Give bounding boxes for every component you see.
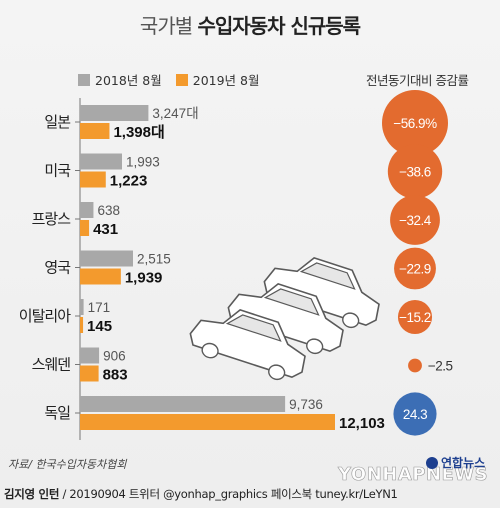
change-rate-title: 전년동기대비 증감률: [366, 73, 469, 88]
value-label-2019: 431: [93, 221, 118, 238]
change-rate-bubble: [382, 90, 448, 156]
value-label-2019: 1,223: [110, 173, 148, 190]
change-rate-bubble: [387, 144, 443, 199]
category-label: 프랑스: [32, 210, 72, 228]
value-label-2018: 171: [88, 300, 111, 315]
value-label-2019: 12,103: [339, 415, 385, 432]
watermark-text: YONHAPNEWS: [338, 464, 489, 486]
category-label: 스웨덴: [32, 356, 71, 374]
bar-2019: [80, 220, 90, 236]
value-label-2018: 638: [97, 203, 120, 218]
legend-label-2019: 2019년 8월: [192, 73, 260, 88]
chart-title: 국가별 수입자동차 신규등록: [0, 10, 500, 39]
change-rate-bubble: [393, 392, 437, 436]
change-rate-label: −38.6: [399, 165, 431, 180]
change-rate-label: −2.5: [428, 359, 453, 374]
bar-2018: [80, 202, 94, 218]
bar-2018: [80, 250, 133, 267]
change-rate-bubble: [394, 247, 436, 290]
bar-2018: [80, 396, 286, 412]
value-label-2018: 906: [103, 349, 126, 364]
value-label-2019: 145: [87, 318, 112, 335]
change-rate-label: −56.9%: [393, 116, 437, 131]
source-note: 자료/ 한국수입자동차협회: [8, 458, 127, 471]
value-label-2018: 3,247대: [152, 106, 198, 121]
category-label: 독일: [44, 404, 70, 422]
category-label: 이탈리아: [19, 307, 71, 325]
car-illustration: [189, 257, 380, 381]
value-label-2018: 2,515: [137, 252, 171, 267]
credit-line: / 20190904 트위터 @yonhap_graphics 페이스북 tun…: [59, 487, 398, 501]
legend-swatch-2019: [175, 73, 188, 86]
change-rate-label: 24.3: [403, 407, 427, 422]
category-label: 영국: [44, 259, 71, 277]
change-rate-bubble: [390, 195, 440, 245]
value-label-2019: 1,398대: [113, 124, 164, 141]
change-rate-bubble: [397, 299, 433, 335]
bar-2019: [80, 414, 335, 430]
legend-item-2019: 2019년 8월: [175, 70, 260, 89]
brand-name: 연합뉴스: [441, 456, 486, 470]
bar-2019: [80, 171, 106, 188]
change-rate-label: −32.4: [399, 213, 432, 228]
change-rate-bubble: [408, 358, 422, 373]
bar-2019: [80, 365, 99, 382]
bar-2018: [80, 105, 149, 121]
legend-swatch-2018: [78, 73, 90, 86]
change-rate-label: −22.9: [399, 262, 431, 277]
author: 김지영 인턴: [4, 487, 60, 501]
value-label-2019: 1,939: [125, 270, 163, 287]
value-label-2018: 9,736: [289, 397, 323, 412]
bar-2019: [80, 317, 84, 333]
bar-2018: [80, 347, 100, 364]
legend-label-2018: 2018년 8월: [95, 73, 162, 88]
car-icon: [189, 309, 306, 381]
car-icon: [263, 257, 380, 329]
footer-credit: 김지영 인턴 / 20190904 트위터 @yonhap_graphics 페…: [4, 486, 398, 502]
brand-icon: [426, 456, 438, 469]
category-label: 일본: [44, 113, 70, 131]
legend: 2018년 8월 2019년 8월: [78, 70, 260, 89]
value-label-2018: 1,993: [126, 155, 160, 170]
bar-2018: [80, 153, 122, 170]
brand-logo: 연합뉴스: [426, 454, 485, 471]
title-light: 국가별: [139, 14, 193, 38]
bar-2018: [80, 299, 84, 315]
value-label-2019: 883: [103, 367, 128, 384]
change-rate-label: −15.2: [399, 310, 431, 325]
legend-item-2018: 2018년 8월: [78, 70, 162, 89]
category-label: 미국: [44, 162, 71, 180]
bar-2019: [80, 268, 121, 285]
bar-2019: [80, 123, 110, 139]
title-bold: 수입자동차 신규등록: [197, 14, 361, 38]
